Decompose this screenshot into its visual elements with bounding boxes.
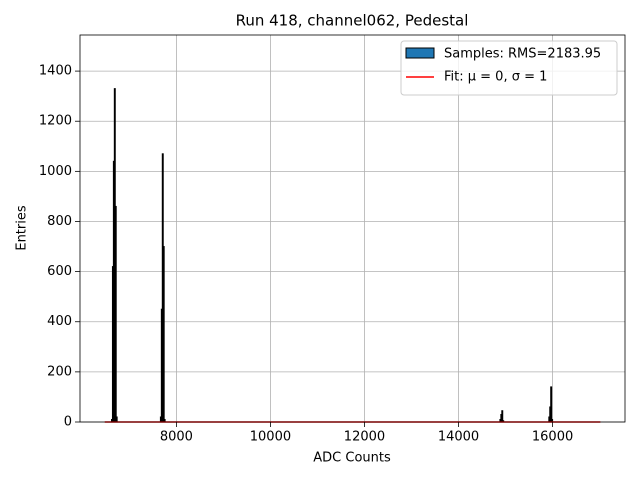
y-tick-label: 1200 [39,114,72,129]
legend-box [400,40,618,96]
x-tick-label: 16000 [532,430,573,445]
axes-frame [79,34,626,423]
x-axis-label: ADC Counts [313,451,391,466]
y-tick-label: 400 [47,314,72,329]
legend-swatch [405,47,435,59]
x-tick-label: 14000 [438,430,479,445]
y-tick-label: 1400 [39,64,72,79]
grid [80,35,625,423]
y-axis-label: Entries [15,205,30,251]
histogram-bar [115,416,118,423]
x-tick-label: 12000 [344,430,385,445]
y-tick-label: 200 [47,364,72,379]
legend-label: Fit: μ = 0, σ = 1 [444,70,547,85]
histogram-bar [114,205,117,423]
x-tick-label: 10000 [250,430,291,445]
x-tick-label: 8000 [160,430,193,445]
y-tick-label: 1000 [39,164,72,179]
histogram-bar [550,386,553,423]
y-tick-label: 800 [47,214,72,229]
chart-title: Run 418, channel062, Pedestal [236,12,469,30]
histogram-bar [162,246,165,423]
y-tick-label: 600 [47,264,72,279]
legend-label: Samples: RMS=2183.95 [444,47,601,62]
legend: Samples: RMS=2183.95 Fit: μ = 0, σ = 1 [400,40,618,96]
y-tick-label: 0 [64,415,72,430]
